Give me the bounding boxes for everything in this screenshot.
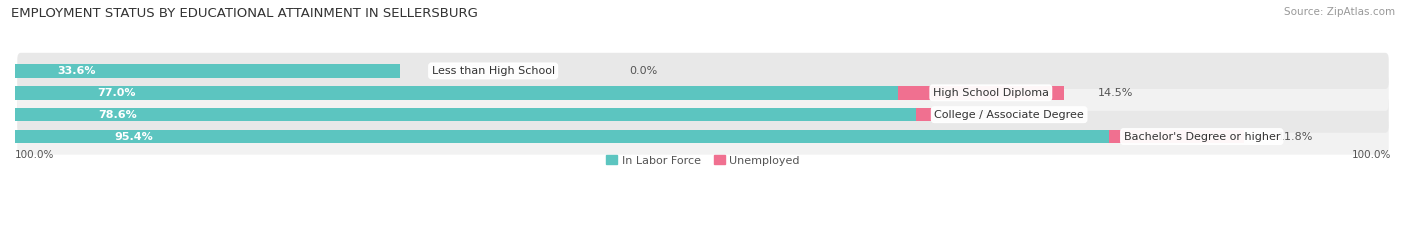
Text: 11.8%: 11.8% xyxy=(1278,132,1313,142)
Text: College / Associate Degree: College / Associate Degree xyxy=(934,110,1084,120)
Bar xyxy=(15,108,917,121)
Text: 14.5%: 14.5% xyxy=(1098,88,1133,98)
Text: 33.6%: 33.6% xyxy=(58,66,96,76)
Text: 1.4%: 1.4% xyxy=(966,110,994,120)
Text: Less than High School: Less than High School xyxy=(432,66,555,76)
FancyBboxPatch shape xyxy=(17,118,1389,155)
FancyBboxPatch shape xyxy=(17,75,1389,111)
FancyBboxPatch shape xyxy=(17,96,1389,133)
Text: 0.0%: 0.0% xyxy=(630,66,658,76)
Text: EMPLOYMENT STATUS BY EDUCATIONAL ATTAINMENT IN SELLERSBURG: EMPLOYMENT STATUS BY EDUCATIONAL ATTAINM… xyxy=(11,7,478,20)
Text: 78.6%: 78.6% xyxy=(98,110,138,120)
Bar xyxy=(15,130,1109,143)
Bar xyxy=(15,86,898,99)
Text: 100.0%: 100.0% xyxy=(15,150,55,160)
Bar xyxy=(917,108,932,121)
FancyBboxPatch shape xyxy=(17,53,1389,89)
Text: Bachelor's Degree or higher: Bachelor's Degree or higher xyxy=(1123,132,1279,142)
Text: High School Diploma: High School Diploma xyxy=(932,88,1049,98)
Text: 100.0%: 100.0% xyxy=(1351,150,1391,160)
Legend: In Labor Force, Unemployed: In Labor Force, Unemployed xyxy=(602,151,804,170)
Bar xyxy=(898,86,1064,99)
Bar xyxy=(1109,130,1244,143)
Text: 95.4%: 95.4% xyxy=(114,132,153,142)
Bar xyxy=(15,64,401,78)
Text: 77.0%: 77.0% xyxy=(97,88,135,98)
Text: Source: ZipAtlas.com: Source: ZipAtlas.com xyxy=(1284,7,1395,17)
